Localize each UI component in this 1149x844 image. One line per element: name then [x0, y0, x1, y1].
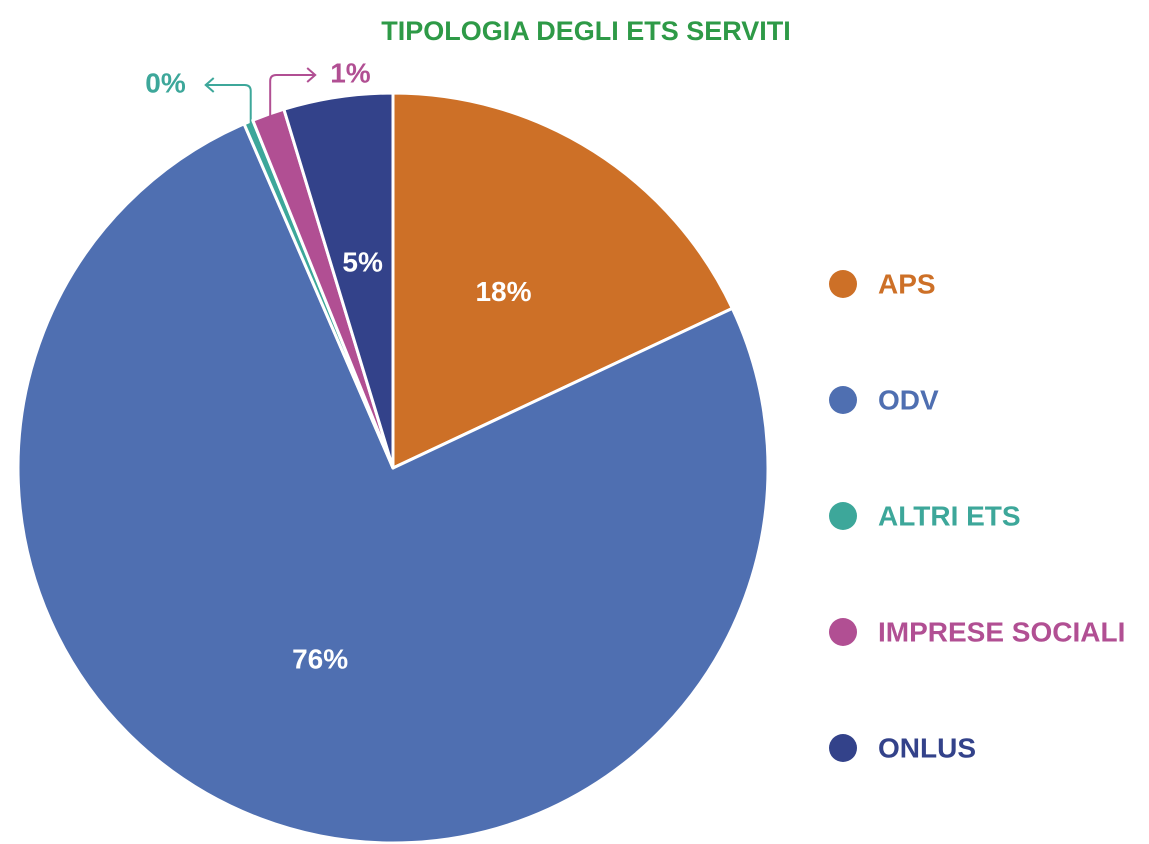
slice-label: 0% [145, 67, 186, 98]
legend-label: ONLUS [878, 732, 976, 763]
legend-label: IMPRESE SOCIALI [878, 616, 1125, 647]
pie-slice [282, 91, 395, 470]
slice-label: 1% [330, 57, 371, 88]
slice-label: 76% [292, 643, 348, 674]
slice-label: 5% [342, 246, 383, 277]
pie-slice [391, 91, 734, 470]
legend-swatch [829, 734, 857, 762]
legend-swatch [829, 502, 857, 530]
legend-label: APS [878, 268, 936, 299]
legend-label: ODV [878, 384, 939, 415]
legend-swatch [829, 386, 857, 414]
label-arrow [204, 77, 252, 128]
label-arrow [269, 67, 317, 121]
chart-title: TIPOLOGIA DEGLI ETS SERVITI [381, 16, 791, 46]
pie-slice [16, 122, 770, 844]
legend-swatch [829, 618, 857, 646]
legend-label: ALTRI ETS [878, 500, 1021, 531]
slice-label: 18% [475, 276, 531, 307]
legend-swatch [829, 270, 857, 298]
